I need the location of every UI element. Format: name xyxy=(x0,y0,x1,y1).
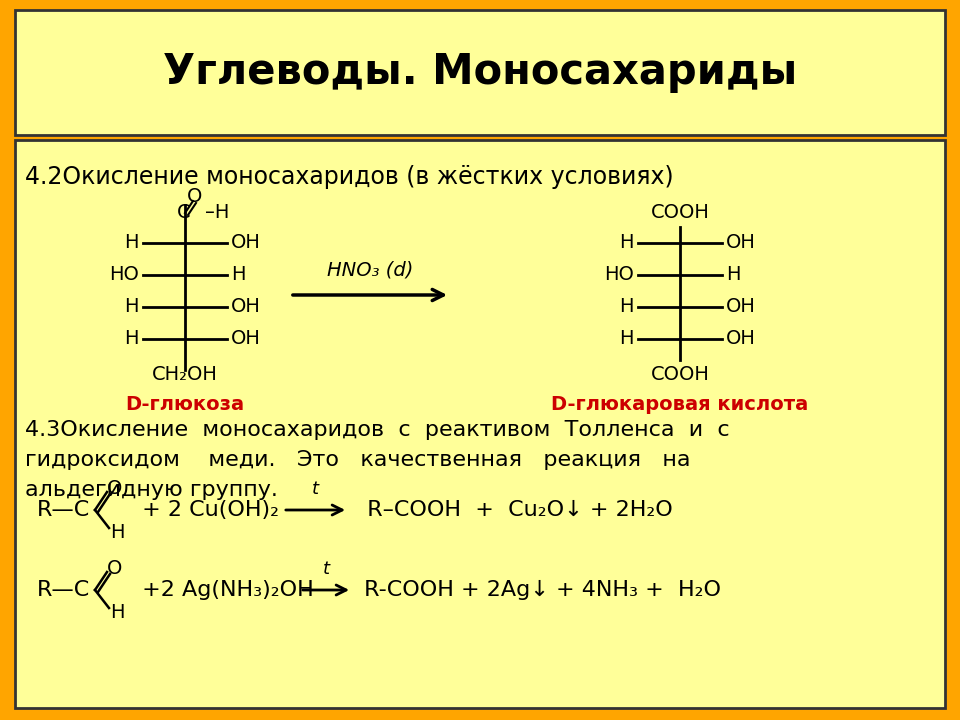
Text: H: H xyxy=(109,523,124,541)
Text: +2 Ag(NH₃)₂OH: +2 Ag(NH₃)₂OH xyxy=(135,580,314,600)
Text: H: H xyxy=(231,266,246,284)
Text: H: H xyxy=(619,233,634,253)
Text: H: H xyxy=(125,233,139,253)
Text: –H: –H xyxy=(205,204,229,222)
Text: OH: OH xyxy=(726,233,756,253)
Text: + 2 Cu(OH)₂: + 2 Cu(OH)₂ xyxy=(135,500,279,520)
Text: O: O xyxy=(108,559,123,577)
Bar xyxy=(15,10,945,135)
Text: O: O xyxy=(108,479,123,498)
Text: OH: OH xyxy=(726,297,756,317)
Text: OH: OH xyxy=(726,330,756,348)
Text: HO: HO xyxy=(109,266,139,284)
Text: HNO₃ (d): HNO₃ (d) xyxy=(326,260,413,279)
Text: OH: OH xyxy=(231,233,261,253)
Text: C: C xyxy=(177,204,191,222)
Text: O: O xyxy=(187,187,203,207)
Text: OH: OH xyxy=(231,297,261,317)
Bar xyxy=(15,140,945,708)
Text: H: H xyxy=(619,330,634,348)
Text: Углеводы. Моносахариды: Углеводы. Моносахариды xyxy=(163,51,797,93)
Text: 4.3Окисление  моносахаридов  с  реактивом  Толленса  и  с: 4.3Окисление моносахаридов с реактивом Т… xyxy=(25,420,730,440)
Text: t: t xyxy=(312,480,319,498)
Text: H: H xyxy=(125,330,139,348)
Text: R—C: R—C xyxy=(36,580,90,600)
Text: CH₂OH: CH₂OH xyxy=(152,365,218,384)
Text: 4.2Окисление моносахаридов (в жёстких условиях): 4.2Окисление моносахаридов (в жёстких ус… xyxy=(25,165,674,189)
Text: COOH: COOH xyxy=(651,203,709,222)
Text: R—C: R—C xyxy=(36,500,90,520)
Text: COOH: COOH xyxy=(651,365,709,384)
Text: t: t xyxy=(323,560,329,578)
Text: R–COOH  +  Cu₂O↓ + 2H₂O: R–COOH + Cu₂O↓ + 2H₂O xyxy=(353,500,673,520)
Text: H: H xyxy=(619,297,634,317)
Text: HO: HO xyxy=(604,266,634,284)
Text: OH: OH xyxy=(231,330,261,348)
Text: H: H xyxy=(726,266,740,284)
Text: D-глюкоза: D-глюкоза xyxy=(126,395,245,414)
Text: H: H xyxy=(125,297,139,317)
Text: H: H xyxy=(109,603,124,621)
Text: D-глюкаровая кислота: D-глюкаровая кислота xyxy=(551,395,808,414)
Text: альдегидную группу.: альдегидную группу. xyxy=(25,480,277,500)
Text: гидроксидом    меди.   Это   качественная   реакция   на: гидроксидом меди. Это качественная реакц… xyxy=(25,450,690,470)
Text: R-COOH + 2Ag↓ + 4NH₃ +  H₂O: R-COOH + 2Ag↓ + 4NH₃ + H₂O xyxy=(357,580,721,600)
